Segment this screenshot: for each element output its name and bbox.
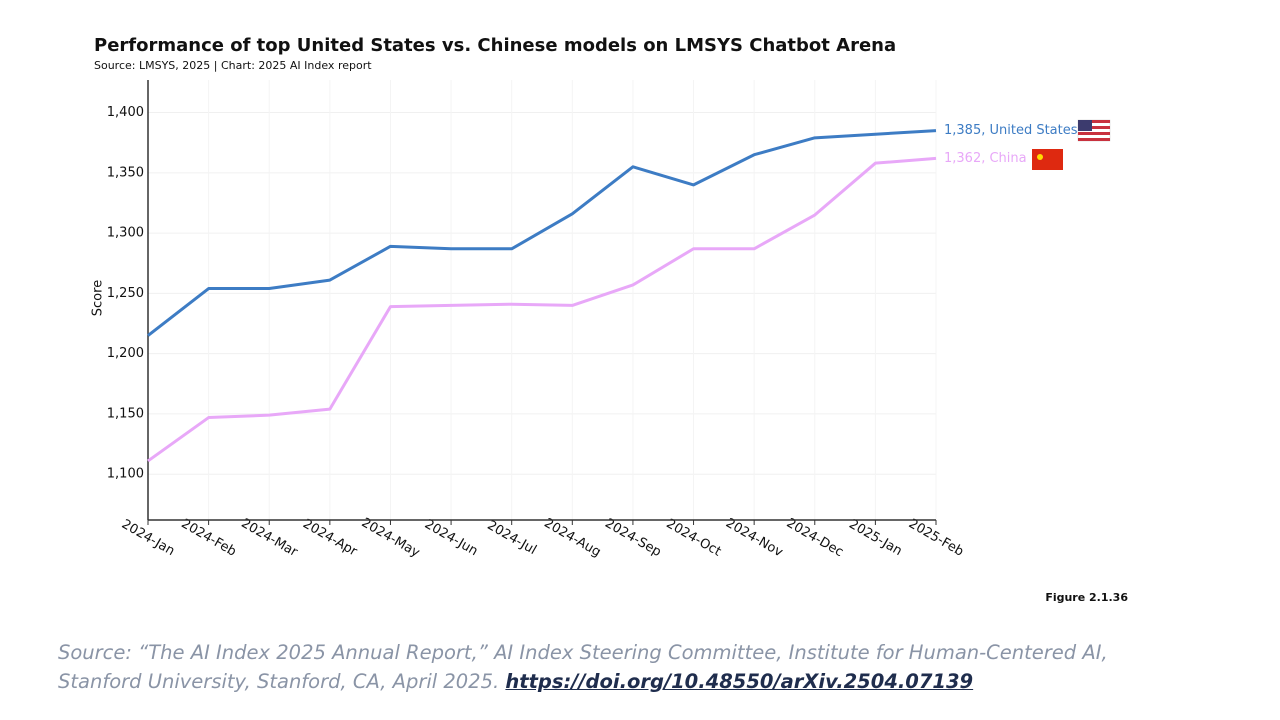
chart-title: Performance of top United States vs. Chi… (94, 35, 896, 56)
y-tick-label: 1,200 (107, 346, 144, 361)
y-tick-label: 1,400 (107, 105, 144, 120)
us-flag (1077, 119, 1111, 142)
y-tick-label: 1,150 (107, 406, 144, 421)
y-tick-label: 1,250 (107, 286, 144, 301)
end-label: 1,385, United States (944, 123, 1078, 138)
y-tick-label: 1,350 (107, 165, 144, 180)
series-line (147, 129, 937, 337)
chart: Performance of top United States vs. Chi… (91, 35, 1129, 604)
china-flag (1032, 149, 1063, 170)
end-label: 1,362, China (944, 151, 1027, 166)
figure-label: Figure 2.1.36 (1045, 591, 1128, 604)
caption-link[interactable]: https://doi.org/10.48550/arXiv.2504.0713… (505, 670, 974, 693)
y-tick-label: 1,300 (107, 226, 144, 241)
y-axis-label: Score (91, 280, 106, 316)
caption: Source: “The AI Index 2025 Annual Report… (58, 638, 1138, 696)
chart-subtitle: Source: LMSYS, 2025 | Chart: 2025 AI Ind… (94, 59, 372, 72)
series-line (147, 156, 937, 463)
caption-text: Source: “The AI Index 2025 Annual Report… (58, 641, 1108, 693)
y-tick-label: 1,100 (107, 467, 144, 482)
